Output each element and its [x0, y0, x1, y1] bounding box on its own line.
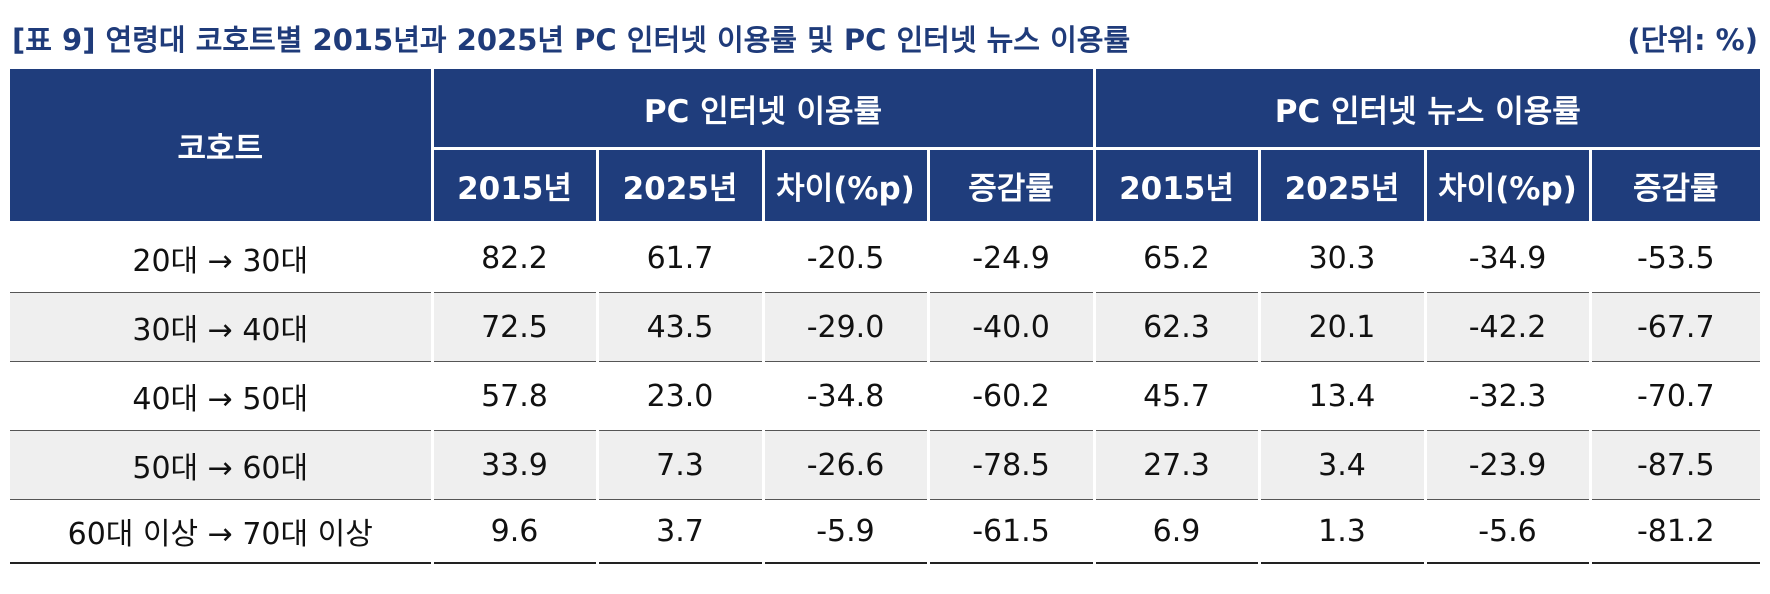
header-sub: 2025년 — [595, 147, 765, 224]
value-cell: 1.3 — [1257, 499, 1427, 564]
cohort-cell: 40대 → 50대 — [10, 361, 434, 431]
value-cell: 7.3 — [595, 430, 765, 500]
header-sub: 증감률 — [926, 147, 1096, 224]
table-row: 40대 → 50대 57.8 23.0 -34.8 -60.2 45.7 13.… — [10, 361, 1761, 431]
table-row: 50대 → 60대 33.9 7.3 -26.6 -78.5 27.3 3.4 … — [10, 430, 1761, 500]
header-sub: 증감률 — [1588, 147, 1761, 224]
value-cell: -81.2 — [1588, 499, 1761, 564]
value-cell: -32.3 — [1423, 361, 1592, 431]
header-group-pc-news: PC 인터넷 뉴스 이용률 — [1092, 66, 1761, 150]
value-cell: -5.6 — [1423, 499, 1592, 564]
value-cell: 65.2 — [1092, 222, 1261, 293]
value-cell: 30.3 — [1257, 222, 1427, 293]
table-row: 30대 → 40대 72.5 43.5 -29.0 -40.0 62.3 20.… — [10, 292, 1761, 362]
header-row-group: 코호트 PC 인터넷 이용률 PC 인터넷 뉴스 이용률 — [10, 66, 1761, 224]
value-cell: -23.9 — [1423, 430, 1592, 500]
value-cell: -53.5 — [1588, 222, 1761, 293]
header-cohort: 코호트 — [10, 66, 434, 224]
value-cell: 82.2 — [430, 222, 599, 293]
value-cell: -34.8 — [761, 361, 930, 431]
value-cell: -78.5 — [926, 430, 1096, 500]
cohort-usage-table: 코호트 PC 인터넷 이용률 PC 인터넷 뉴스 이용률 2015년 2025년… — [10, 66, 1761, 564]
value-cell: -24.9 — [926, 222, 1096, 293]
value-cell: 72.5 — [430, 292, 599, 362]
table-row: 60대 이상 → 70대 이상 9.6 3.7 -5.9 -61.5 6.9 1… — [10, 499, 1761, 564]
cohort-cell: 20대 → 30대 — [10, 222, 434, 293]
table-title-bar: [표 9] 연령대 코호트별 2015년과 2025년 PC 인터넷 이용률 및… — [12, 16, 1758, 60]
value-cell: 13.4 — [1257, 361, 1427, 431]
cohort-cell: 60대 이상 → 70대 이상 — [10, 499, 434, 564]
value-cell: -5.9 — [761, 499, 930, 564]
table-row: 20대 → 30대 82.2 61.7 -20.5 -24.9 65.2 30.… — [10, 222, 1761, 293]
value-cell: 33.9 — [430, 430, 599, 500]
value-cell: 9.6 — [430, 499, 599, 564]
header-group-pc-internet: PC 인터넷 이용률 — [430, 66, 1096, 150]
value-cell: -60.2 — [926, 361, 1096, 431]
value-cell: 45.7 — [1092, 361, 1261, 431]
header-sub: 차이(%p) — [761, 147, 930, 224]
value-cell: 62.3 — [1092, 292, 1261, 362]
value-cell: 6.9 — [1092, 499, 1261, 564]
value-cell: -42.2 — [1423, 292, 1592, 362]
value-cell: -20.5 — [761, 222, 930, 293]
value-cell: 3.4 — [1257, 430, 1427, 500]
value-cell: 27.3 — [1092, 430, 1261, 500]
value-cell: 43.5 — [595, 292, 765, 362]
value-cell: -67.7 — [1588, 292, 1761, 362]
header-sub: 2015년 — [1092, 147, 1261, 224]
value-cell: -61.5 — [926, 499, 1096, 564]
value-cell: -87.5 — [1588, 430, 1761, 500]
value-cell: -29.0 — [761, 292, 930, 362]
value-cell: -70.7 — [1588, 361, 1761, 431]
cohort-cell: 50대 → 60대 — [10, 430, 434, 500]
value-cell: -40.0 — [926, 292, 1096, 362]
value-cell: 23.0 — [595, 361, 765, 431]
value-cell: 3.7 — [595, 499, 765, 564]
value-cell: 20.1 — [1257, 292, 1427, 362]
unit-label: (단위: %) — [1627, 23, 1758, 57]
header-row-sub: 2015년 2025년 차이(%p) 증감률 2015년 2025년 차이(%p… — [10, 147, 1761, 224]
header-sub: 2025년 — [1257, 147, 1427, 224]
cohort-cell: 30대 → 40대 — [10, 292, 434, 362]
value-cell: 57.8 — [430, 361, 599, 431]
value-cell: 61.7 — [595, 222, 765, 293]
table-title: [표 9] 연령대 코호트별 2015년과 2025년 PC 인터넷 이용률 및… — [12, 23, 1131, 57]
value-cell: -26.6 — [761, 430, 930, 500]
header-sub: 차이(%p) — [1423, 147, 1592, 224]
header-sub: 2015년 — [430, 147, 599, 224]
value-cell: -34.9 — [1423, 222, 1592, 293]
